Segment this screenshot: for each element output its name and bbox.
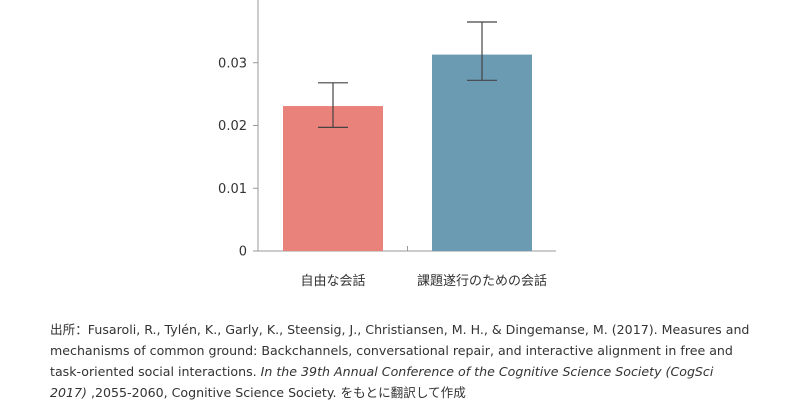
caption-conference: In the 39th Annual Conference of the Cog… [50,364,714,400]
chart-error-bars [318,21,497,128]
y-tick-label: 0.03 [218,56,247,71]
bar-2 [432,54,532,251]
x-category-label-1: 自由な会話 [300,273,365,289]
x-axis-labels: 自由な会話 課題遂行のための会話 [300,273,547,289]
y-tick-label: 0 [239,245,247,260]
source-caption: 出所：Fusaroli, R., Tylén, K., Garly, K., S… [50,319,750,403]
chart-bars [283,54,532,251]
y-tick-label: 0.02 [218,119,247,134]
y-tick-label: 0.01 [218,182,247,197]
caption-suffix: ,2055-2060, Cognitive Science Society. を… [86,385,466,400]
x-category-label-2: 課題遂行のための会話 [417,273,547,289]
y-axis-ticks: 0 0.01 0.02 0.03 [218,56,258,260]
caption-text: 出所：Fusaroli, R., Tylén, K., Garly, K., S… [50,322,750,379]
bar-chart: 0 0.01 0.02 0.03 自由な会話 課題遂行のための会話 [218,0,556,289]
bar-1 [283,106,383,251]
